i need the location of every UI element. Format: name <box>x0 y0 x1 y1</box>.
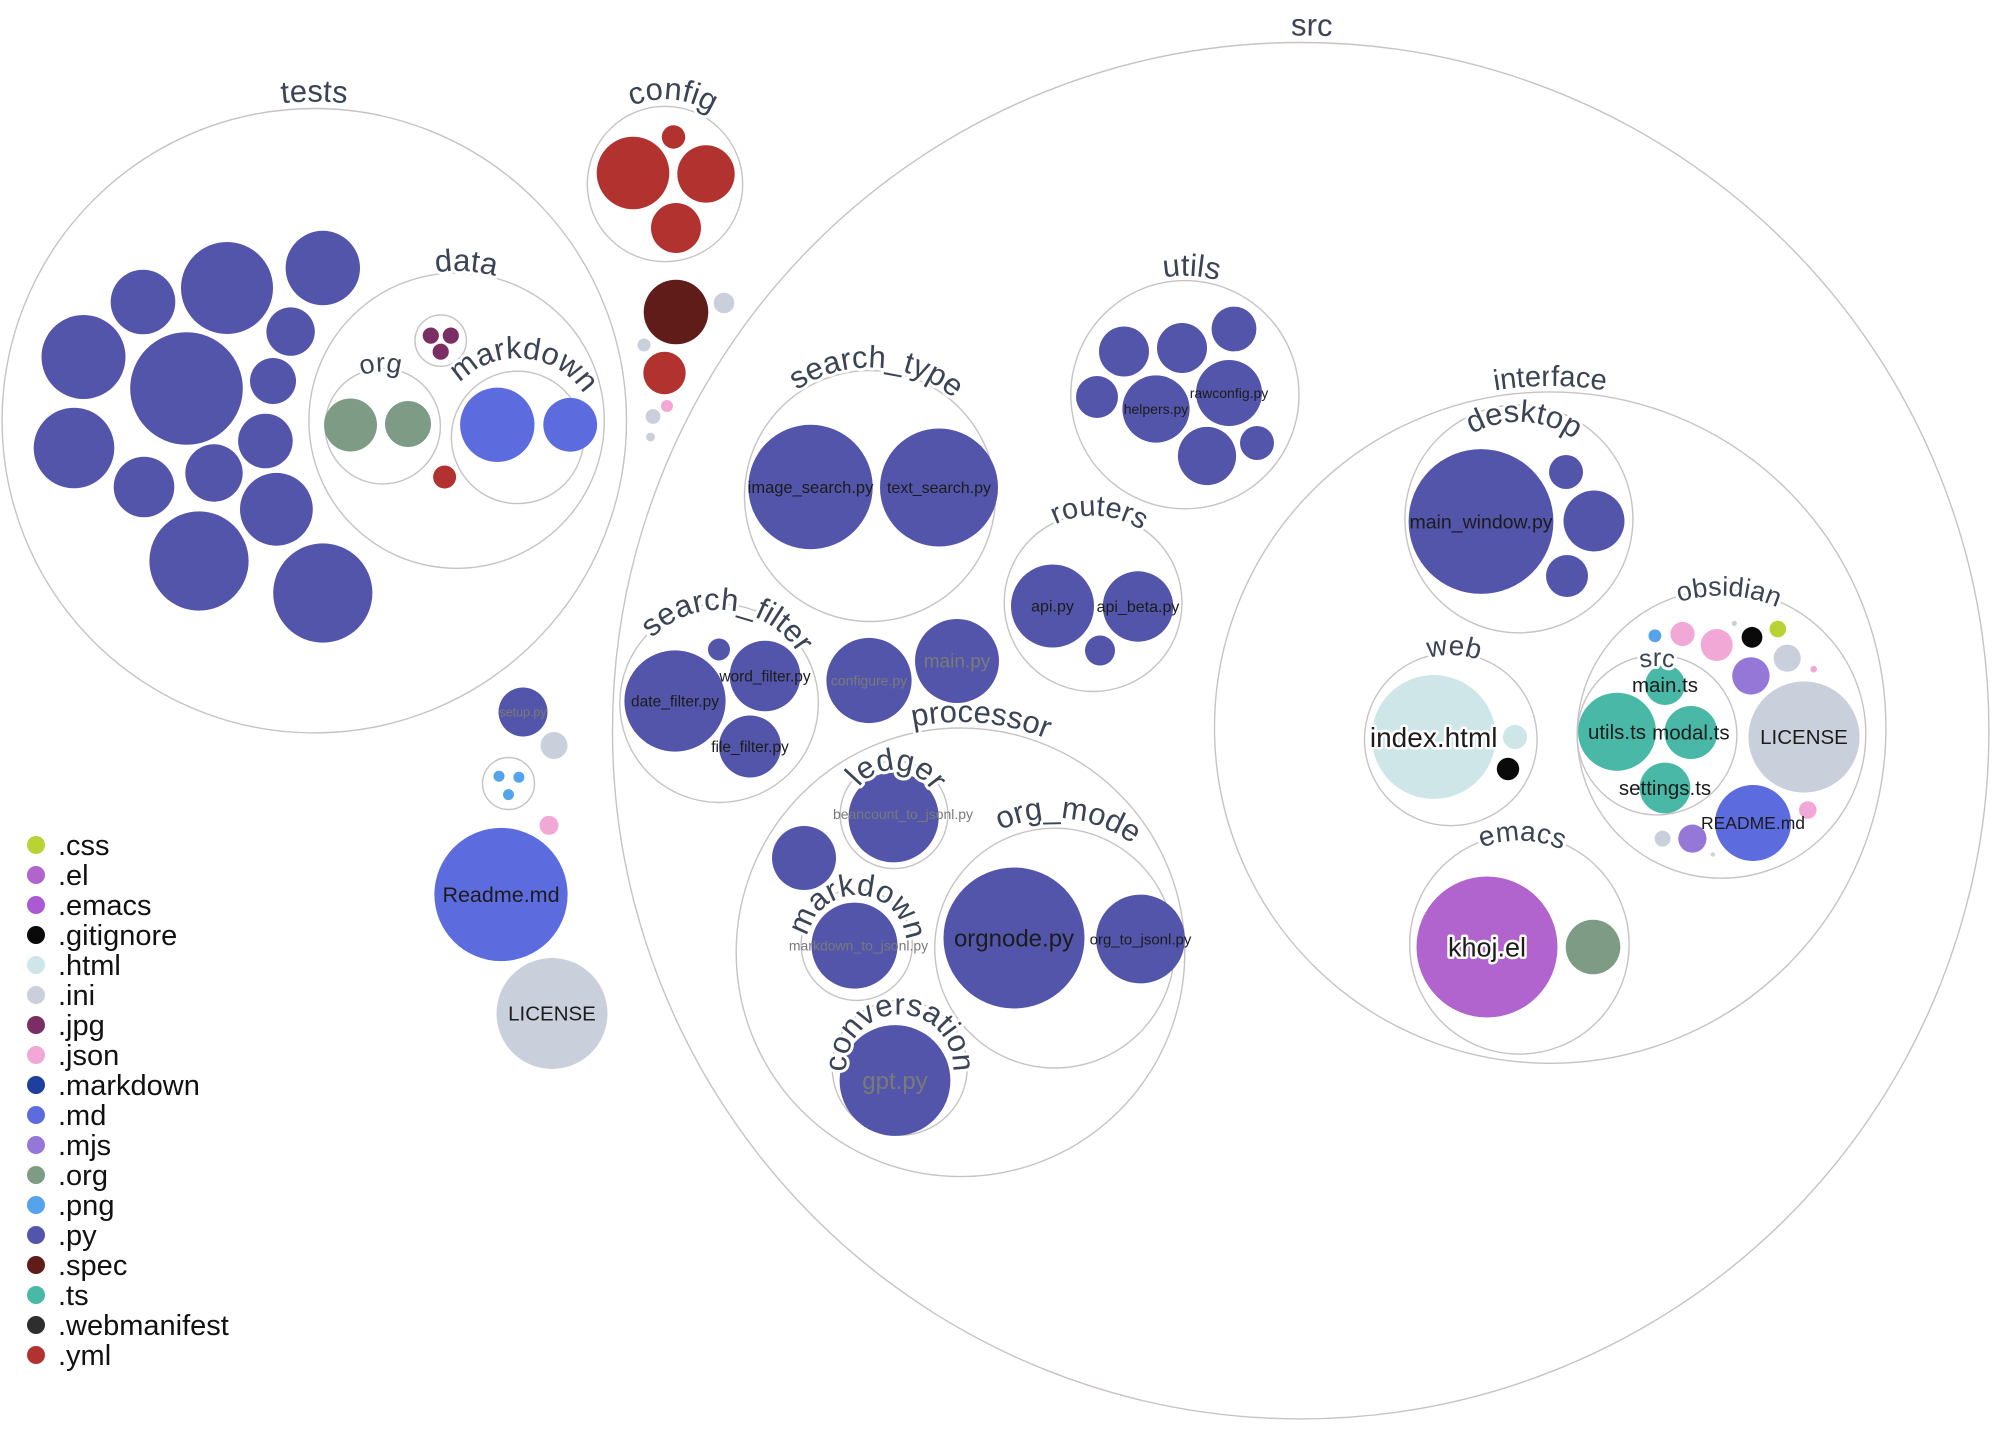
svg-text:.html: .html <box>58 950 121 982</box>
svg-text:web: web <box>1423 630 1485 666</box>
svg-text:.org: .org <box>58 1160 108 1192</box>
svg-text:gpt.py: gpt.py <box>862 1068 927 1095</box>
svg-text:configure.py: configure.py <box>831 672 907 688</box>
svg-text:beancount_to_jsonl.py: beancount_to_jsonl.py <box>833 806 973 822</box>
svg-text:.css: .css <box>58 830 110 862</box>
svg-text:.ts: .ts <box>58 1280 89 1312</box>
svg-text:data: data <box>433 243 502 283</box>
svg-text:.md: .md <box>58 1100 106 1132</box>
svg-text:api_beta.py: api_beta.py <box>1097 599 1180 616</box>
svg-text:.markdown: .markdown <box>58 1070 200 1102</box>
svg-text:emacs: emacs <box>1474 815 1571 855</box>
svg-text:.png: .png <box>58 1190 114 1222</box>
svg-text:main.py: main.py <box>924 652 991 673</box>
svg-text:file_filter.py: file_filter.py <box>711 739 789 756</box>
svg-text:image_search.py: image_search.py <box>748 479 874 497</box>
svg-text:src: src <box>1291 7 1333 43</box>
svg-text:.ini: .ini <box>58 980 95 1012</box>
svg-text:.json: .json <box>58 1040 119 1072</box>
svg-text:modal.ts: modal.ts <box>1652 722 1729 745</box>
svg-text:org: org <box>356 347 405 381</box>
svg-text:.yml: .yml <box>58 1340 111 1372</box>
svg-text:.jpg: .jpg <box>58 1010 105 1042</box>
svg-text:settings.ts: settings.ts <box>1619 777 1711 800</box>
svg-text:src: src <box>1637 644 1677 674</box>
svg-text:date_filter.py: date_filter.py <box>631 693 719 710</box>
svg-text:LICENSE: LICENSE <box>508 1003 596 1026</box>
svg-text:helpers.py: helpers.py <box>1124 401 1189 417</box>
svg-text:Readme.md: Readme.md <box>442 883 559 907</box>
svg-text:utils.ts: utils.ts <box>1588 721 1646 744</box>
svg-text:org_to_jsonl.py: org_to_jsonl.py <box>1090 931 1192 948</box>
svg-text:README.md: README.md <box>1701 813 1805 833</box>
svg-text:routers: routers <box>1046 490 1154 536</box>
svg-text:.gitignore: .gitignore <box>58 920 177 952</box>
svg-text:.el: .el <box>58 860 89 892</box>
svg-text:orgnode.py: orgnode.py <box>954 925 1074 952</box>
svg-text:markdown_to_jsonl.py: markdown_to_jsonl.py <box>789 938 928 954</box>
svg-text:main_window.py: main_window.py <box>1409 511 1552 533</box>
svg-text:api.py: api.py <box>1031 599 1074 616</box>
svg-text:rawconfig.py: rawconfig.py <box>1190 385 1269 401</box>
svg-text:.mjs: .mjs <box>58 1130 111 1162</box>
svg-text:search_type: search_type <box>782 339 970 404</box>
svg-text:.emacs: .emacs <box>58 890 151 922</box>
svg-text:utils: utils <box>1161 248 1225 287</box>
svg-text:.spec: .spec <box>58 1250 127 1282</box>
svg-text:obsidian: obsidian <box>1673 571 1786 612</box>
svg-text:processor: processor <box>908 694 1056 745</box>
svg-text:tests: tests <box>279 74 349 111</box>
svg-text:text_search.py: text_search.py <box>887 480 991 497</box>
svg-text:.py: .py <box>58 1220 97 1252</box>
svg-text:word_filter.py: word_filter.py <box>718 668 811 685</box>
svg-text:main.ts: main.ts <box>1632 674 1698 697</box>
svg-text:index.html: index.html <box>1370 722 1498 753</box>
svg-text:LICENSE: LICENSE <box>1760 726 1848 749</box>
svg-text:setup.py: setup.py <box>499 705 547 719</box>
svg-text:interface: interface <box>1491 361 1609 397</box>
svg-text:desktop: desktop <box>1460 394 1589 446</box>
svg-text:.webmanifest: .webmanifest <box>58 1310 229 1342</box>
svg-text:khoj.el: khoj.el <box>1448 932 1526 962</box>
